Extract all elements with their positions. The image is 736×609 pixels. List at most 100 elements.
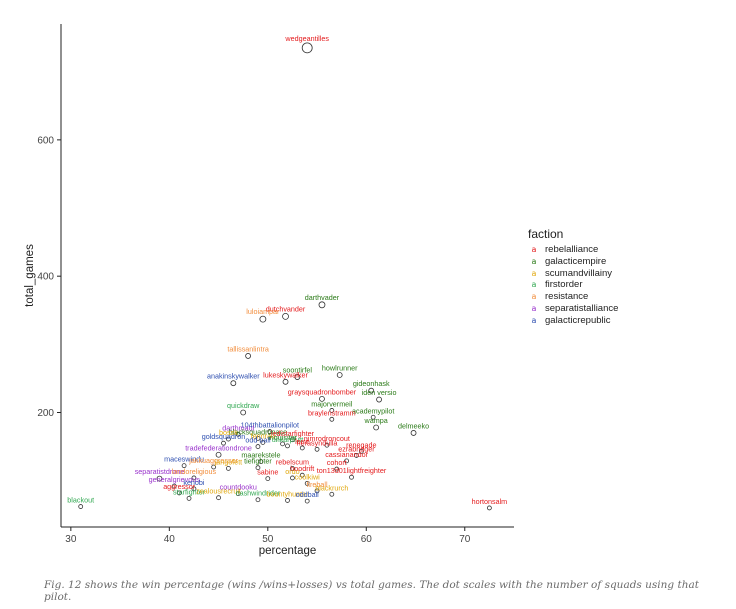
legend-item: a galacticempire	[528, 256, 618, 268]
data-label: dutchvander	[266, 304, 306, 313]
data-label: soontirfel	[283, 366, 313, 375]
data-label: fennrau	[251, 431, 275, 440]
data-point	[314, 446, 320, 452]
data-label: countdooku	[220, 483, 257, 492]
legend-key-icon: a	[531, 303, 537, 313]
data-label: tradefederationdrone	[185, 443, 252, 452]
data-point	[368, 387, 375, 394]
data-label: iden versio	[362, 388, 397, 397]
y-tick-label: 200	[37, 408, 54, 419]
figure-caption: Fig. 12 shows the win percentage (wins /…	[44, 579, 699, 603]
data-label: wedgeantilles	[284, 34, 329, 43]
point-labels: wedgeantilles darthvader dutchvanderluloia…	[67, 34, 507, 506]
data-point	[329, 491, 335, 497]
data-label: goldsquadron	[202, 432, 246, 441]
scatter-plot: 30 40 50 60 70 200 400 600 wedgeantilles darthva…	[24, 24, 514, 557]
data-label: unkarplutt	[272, 435, 304, 444]
data-point	[358, 448, 364, 454]
data-point	[235, 491, 241, 497]
data-point	[329, 408, 335, 413]
data-point	[373, 424, 380, 431]
data-point	[211, 464, 217, 470]
legend-label: firstorder	[545, 279, 583, 291]
data-label: aggressor	[163, 482, 196, 491]
legend-key-icon: a	[531, 315, 537, 325]
legend-label: galacticrepublic	[545, 314, 611, 326]
data-point	[354, 453, 359, 458]
legend-label: resistance	[545, 291, 589, 303]
data-point	[304, 498, 310, 504]
data-label: quickdraw	[227, 401, 260, 410]
data-point	[299, 445, 305, 451]
data-label: sabine	[257, 468, 278, 477]
legend-title: faction	[528, 227, 564, 241]
legend-items: a rebelalliance a galacticempire a scumandvil…	[528, 244, 619, 327]
data-label: braylenstramm	[308, 408, 356, 417]
data-point	[285, 443, 290, 449]
data-label: howlrunner	[322, 364, 358, 373]
data-label: graysquadronbomber	[288, 387, 357, 396]
legend-label: rebelalliance	[545, 244, 599, 255]
data-label: odd ball	[245, 436, 271, 445]
data-points	[78, 42, 492, 511]
data-label: jakkuaggressor	[188, 456, 238, 465]
data-point	[370, 414, 376, 420]
x-tick-label: 50	[262, 534, 274, 545]
data-point	[186, 495, 192, 501]
data-point	[255, 497, 261, 503]
data-point	[215, 451, 222, 458]
data-label: majorvermeil	[311, 399, 353, 408]
legend-item: a resistance	[528, 291, 618, 303]
data-point	[235, 431, 241, 437]
data-point	[290, 437, 295, 443]
data-label: coolkiwi	[295, 472, 321, 481]
data-label: delmeeko	[398, 421, 429, 430]
data-point	[318, 301, 326, 309]
x-tick-label: 40	[164, 534, 176, 545]
data-point	[294, 374, 301, 380]
data-point	[255, 435, 261, 441]
data-label: darthmaul	[222, 423, 254, 432]
data-label: nimrodroncout	[304, 434, 350, 443]
legend: faction a rebelalliance a galacticempire a sc…	[528, 227, 618, 327]
data-label: ordo	[285, 467, 299, 476]
data-label: maceswindu	[164, 455, 204, 464]
data-label: blackrurch	[315, 483, 348, 492]
data-point	[191, 486, 197, 492]
data-label: hortonsalm	[472, 497, 508, 506]
data-label: anakinskywalker	[207, 372, 260, 381]
data-label: lorrir	[295, 437, 310, 446]
data-point	[176, 490, 182, 496]
data-label: tallissanlintra	[227, 344, 269, 353]
data-label: academypilot	[352, 406, 394, 415]
data-point	[280, 441, 285, 447]
data-point	[329, 416, 335, 422]
data-point	[376, 396, 382, 403]
x-tick-label: 60	[361, 534, 373, 545]
data-point	[301, 42, 313, 54]
axes: 30 40 50 60 70 200 400 600	[37, 24, 514, 545]
legend-key-icon: a	[531, 292, 537, 302]
legend-key-icon: a	[531, 245, 537, 254]
data-label: jedistarfighter	[270, 429, 315, 438]
data-point	[282, 312, 289, 320]
data-label: blackout	[67, 496, 94, 505]
scatter-figure: 30 40 50 60 70 200 400 600 wedgeantilles darthva…	[24, 24, 618, 557]
data-label: luloiampar	[246, 307, 280, 316]
legend-item: a scumandvillainy	[528, 268, 618, 280]
legend-key-icon: a	[531, 268, 537, 278]
data-point	[344, 458, 349, 464]
y-tick-label: 400	[37, 272, 54, 283]
data-label: hoodrift	[290, 464, 314, 473]
data-label: starfighter	[173, 487, 206, 496]
data-point	[290, 475, 295, 481]
data-point	[290, 465, 295, 471]
legend-key-icon: a	[531, 256, 537, 266]
legend-key-icon: a	[531, 280, 537, 290]
data-point	[171, 483, 177, 489]
legend-item: a separatistalliance	[528, 303, 619, 315]
data-label: darthvader	[305, 293, 340, 302]
y-tick-label: 600	[37, 135, 54, 146]
data-label: cohort	[327, 458, 347, 467]
legend-item: a rebelalliance	[528, 244, 618, 256]
